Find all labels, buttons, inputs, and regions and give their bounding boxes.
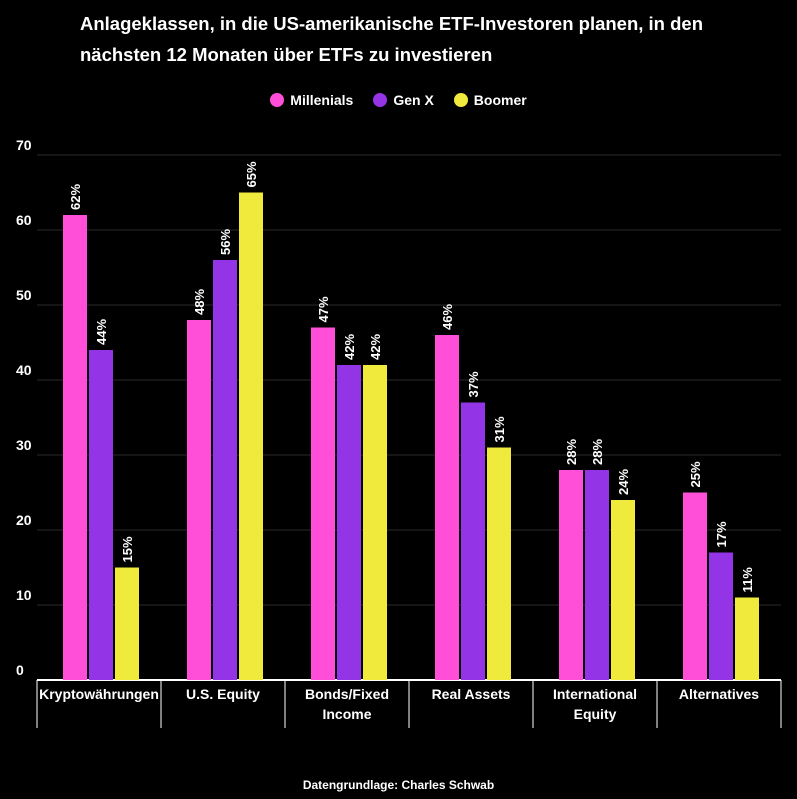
legend-swatch-boomer: [453, 93, 468, 107]
chart-title-line-2: nächsten 12 Monaten über ETFs zu investi…: [80, 44, 493, 65]
x-tick-label: Alternatives: [679, 686, 759, 702]
bar-gen-x: [213, 260, 237, 680]
y-tick-label: 20: [16, 512, 32, 528]
bar-value-label: 42%: [342, 334, 357, 360]
bar-value-label: 46%: [440, 304, 455, 330]
y-tick-label: 0: [16, 662, 24, 678]
bar-boomer: [115, 567, 139, 680]
bar-millenials: [187, 320, 211, 680]
bar-millenials: [311, 327, 335, 680]
bar-value-label: 47%: [316, 296, 331, 322]
y-tick-label: 70: [16, 137, 32, 153]
chart-title: Anlageklassen, in die US-amerikanische E…: [80, 8, 770, 70]
bar-gen-x: [89, 350, 113, 680]
bar-gen-x: [709, 552, 733, 680]
bar-millenials: [63, 215, 87, 680]
bar-millenials: [683, 492, 707, 680]
bar-value-label: 31%: [492, 416, 507, 442]
y-tick-label: 40: [16, 362, 32, 378]
bar-boomer: [611, 500, 635, 680]
bar-value-label: 37%: [466, 371, 481, 397]
y-tick-label: 10: [16, 587, 32, 603]
bar-boomer: [363, 365, 387, 680]
bar-value-label: 48%: [192, 289, 207, 315]
bar-value-label: 28%: [564, 439, 579, 465]
chart-legend: Millenials Gen X Boomer: [0, 92, 797, 108]
bar-value-label: 62%: [68, 184, 83, 210]
x-tick-label: Equity: [574, 706, 617, 722]
x-tick-label: Income: [322, 706, 371, 722]
legend-item-boomer: Boomer: [453, 92, 527, 108]
legend-swatch-millenials: [270, 93, 285, 107]
y-tick-label: 60: [16, 212, 32, 228]
legend-swatch-genx: [373, 93, 388, 107]
bar-value-label: 25%: [688, 461, 703, 487]
legend-label-boomer: Boomer: [473, 92, 527, 108]
bar-boomer: [487, 447, 511, 680]
x-tick-label: Kryptowährungen: [39, 686, 159, 702]
legend-item-genx: Gen X: [373, 92, 434, 108]
bar-millenials: [559, 470, 583, 680]
y-tick-label: 30: [16, 437, 32, 453]
chart-title-line-1: Anlageklassen, in die US-amerikanische E…: [80, 13, 704, 34]
bar-millenials: [435, 335, 459, 680]
x-tick-label: Bonds/Fixed: [305, 686, 389, 702]
bar-gen-x: [585, 470, 609, 680]
legend-item-millenials: Millenials: [270, 92, 353, 108]
legend-label-genx: Gen X: [393, 92, 434, 108]
bar-value-label: 17%: [714, 521, 729, 547]
bar-value-label: 56%: [218, 229, 233, 255]
bar-value-label: 15%: [120, 536, 135, 562]
bar-value-label: 42%: [368, 334, 383, 360]
x-tick-label: Real Assets: [432, 686, 511, 702]
bar-boomer: [735, 597, 759, 680]
bar-boomer: [239, 192, 263, 680]
bar-gen-x: [461, 402, 485, 680]
bar-value-label: 44%: [94, 319, 109, 345]
source-note: Datengrundlage: Charles Schwab: [302, 778, 495, 792]
x-tick-label: International: [553, 686, 637, 702]
bar-value-label: 24%: [616, 469, 631, 495]
bar-value-label: 65%: [244, 161, 259, 187]
bar-value-label: 28%: [590, 439, 605, 465]
bar-gen-x: [337, 365, 361, 680]
y-tick-label: 50: [16, 287, 32, 303]
bar-value-label: 11%: [740, 567, 755, 593]
legend-label-millenials: Millenials: [290, 92, 354, 108]
x-tick-label: U.S. Equity: [186, 686, 260, 702]
